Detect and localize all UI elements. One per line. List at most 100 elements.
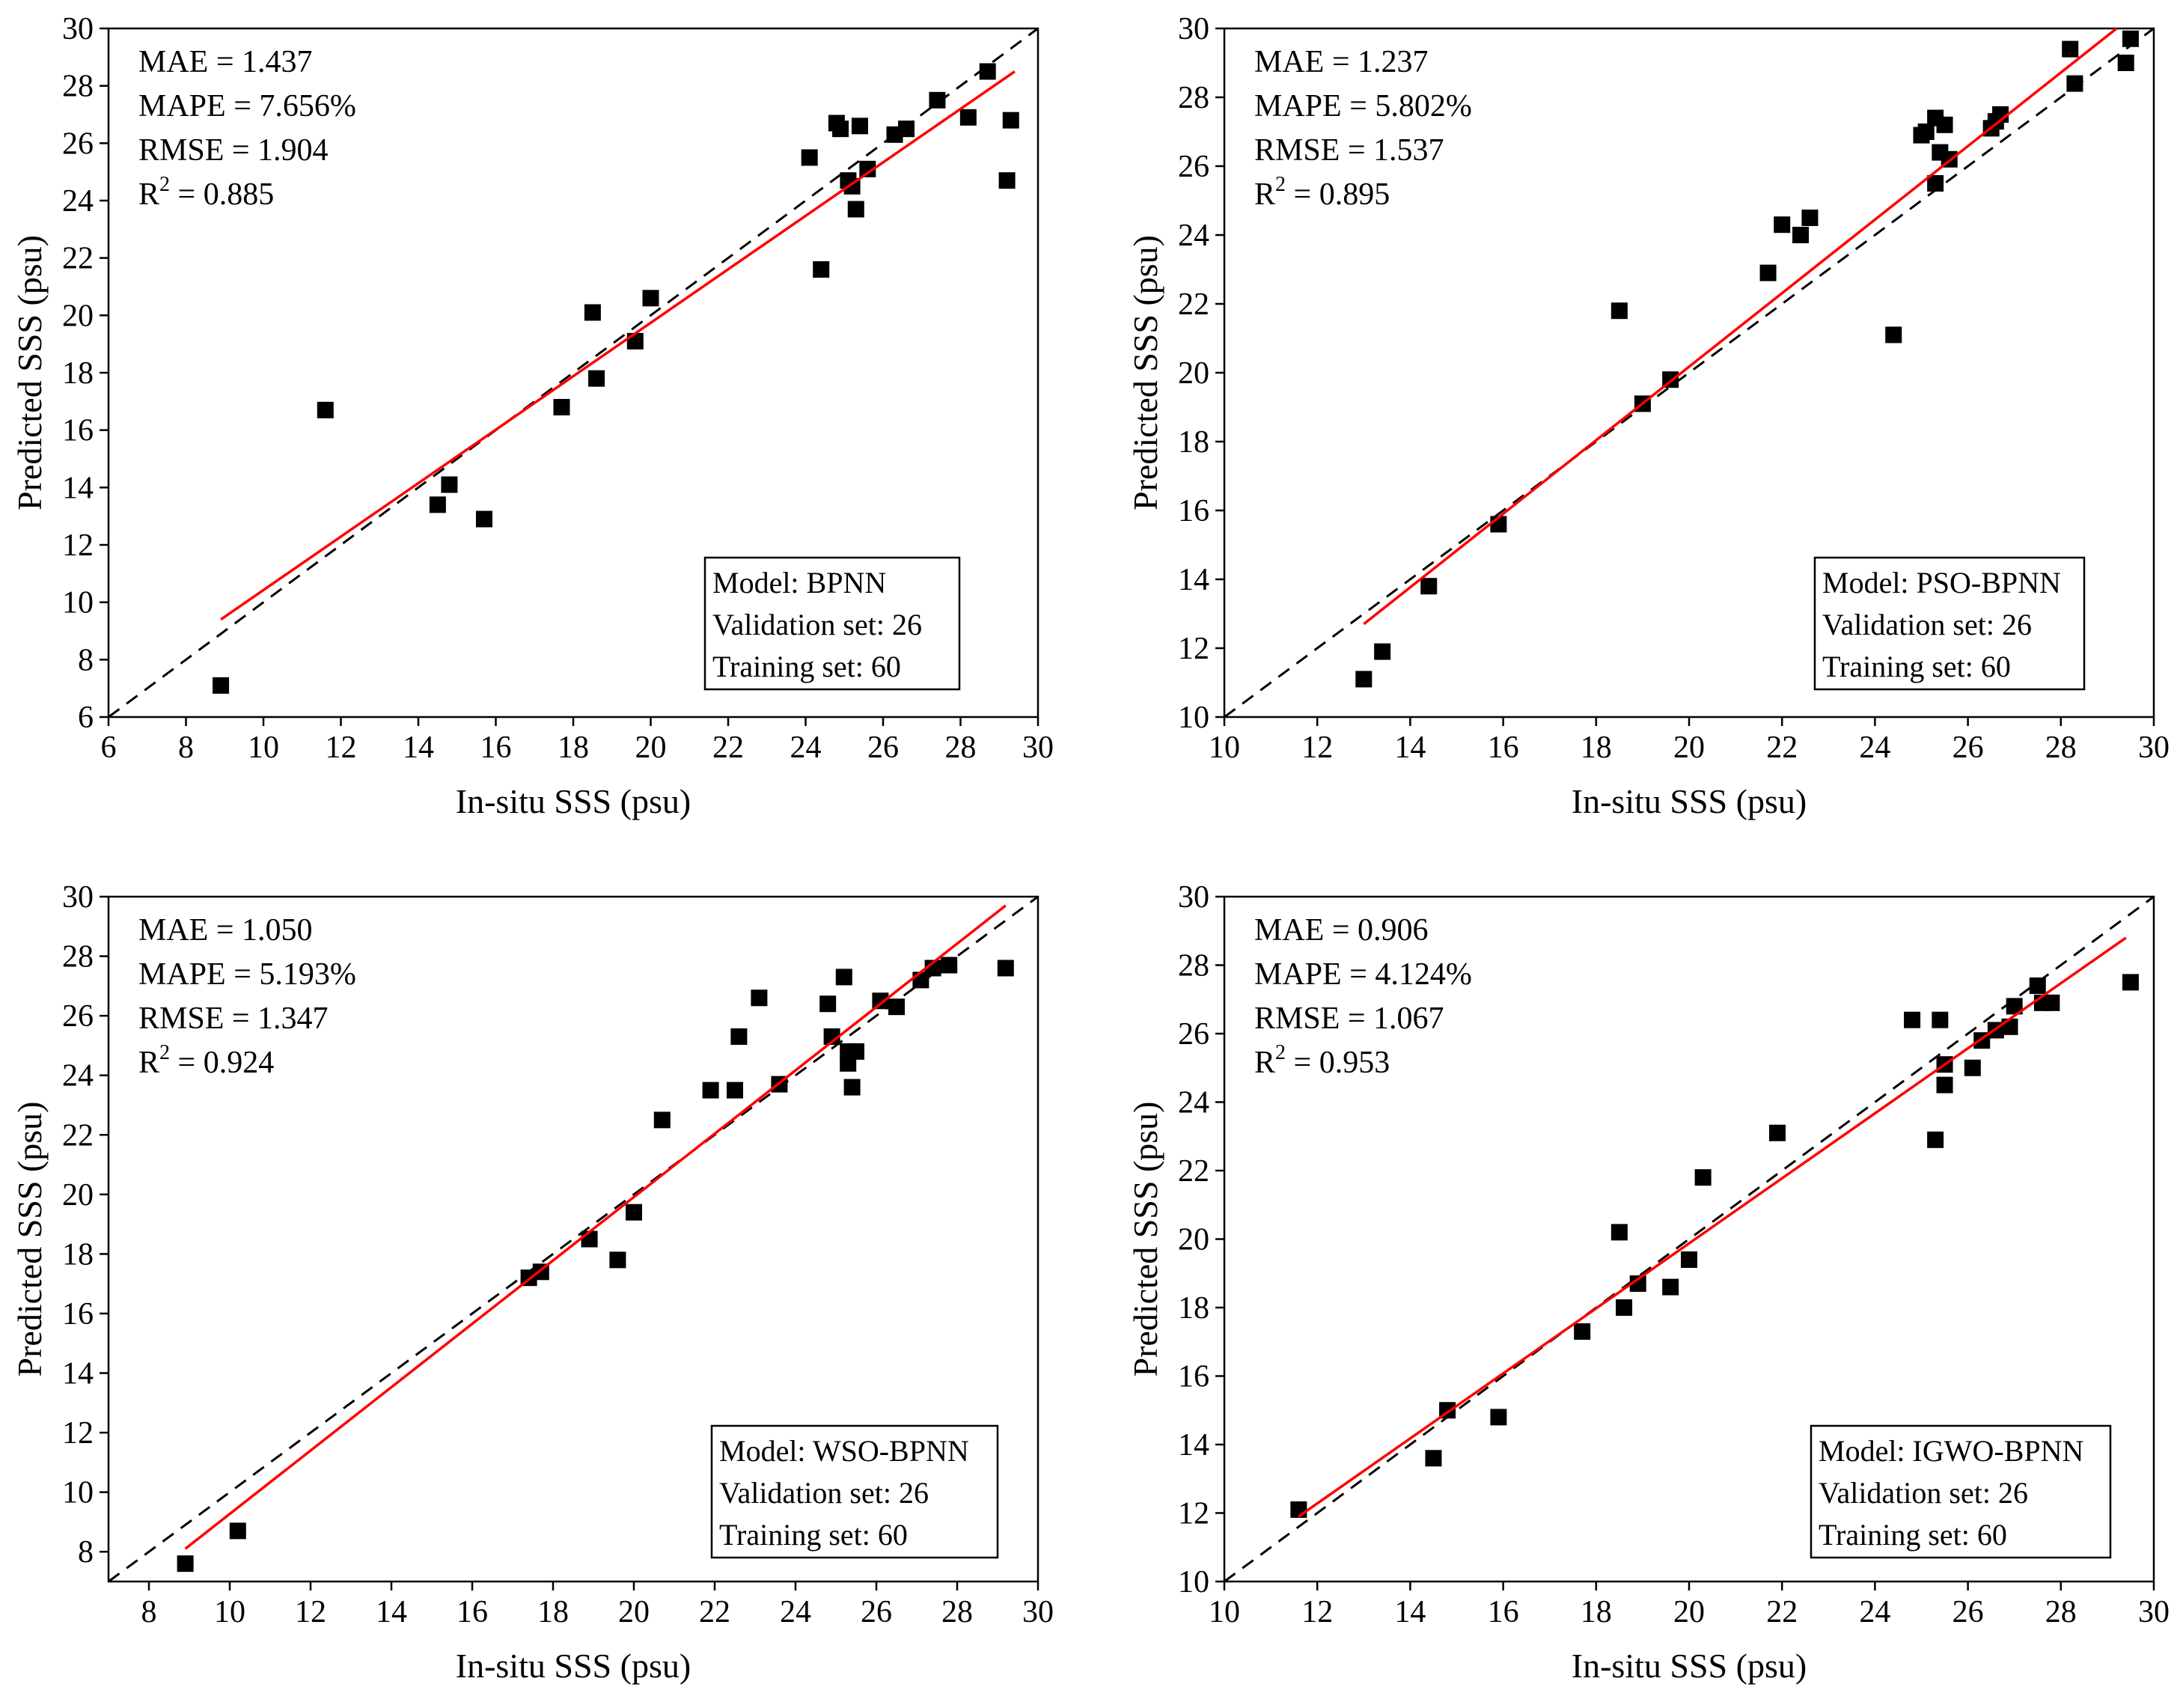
data-point: [1374, 643, 1391, 660]
x-tick-label: 18: [1581, 1595, 1612, 1629]
legend-validation: Validation set: 26: [1822, 608, 2032, 641]
data-point: [1662, 1278, 1679, 1296]
identity-line: [1224, 27, 2155, 719]
y-tick-label: 14: [1178, 1428, 1209, 1463]
stat-mae: MAE = 1.050: [138, 913, 313, 948]
data-point: [1927, 175, 1944, 192]
data-point: [801, 149, 818, 166]
y-tick-label: 12: [62, 528, 94, 563]
identity-line: [108, 895, 1039, 1583]
y-axis-title: Predicted SSS (psu): [10, 1102, 49, 1377]
data-point: [1425, 1450, 1442, 1467]
data-point: [1610, 1224, 1628, 1241]
x-tick-label: 8: [141, 1595, 157, 1629]
x-tick-label: 28: [941, 1595, 973, 1629]
legend-model: Model: WSO-BPNN: [719, 1434, 969, 1468]
legend-model: Model: IGWO-BPNN: [1819, 1434, 2083, 1468]
data-point: [2117, 55, 2134, 71]
x-tick-label: 14: [1394, 731, 1426, 765]
legend-validation: Validation set: 26: [719, 1476, 929, 1510]
data-point: [2006, 998, 2023, 1015]
x-tick-label: 28: [945, 731, 977, 765]
data-point: [1610, 302, 1628, 320]
y-tick-label: 30: [1178, 880, 1209, 915]
y-tick-label: 16: [62, 1297, 94, 1332]
y-tick-label: 22: [62, 242, 94, 276]
data-point: [475, 510, 492, 528]
data-point: [553, 399, 570, 415]
fit-line: [184, 904, 1007, 1550]
stat-r2-r2_value: = 0.924: [170, 1046, 274, 1080]
y-tick-label: 24: [1178, 219, 1209, 253]
data-point: [979, 63, 996, 80]
x-tick-label: 14: [1394, 1595, 1426, 1629]
legend-training: Training set: 60: [719, 1518, 908, 1552]
y-tick-label: 30: [1178, 12, 1209, 46]
legend-box: [710, 1424, 999, 1559]
y-tick-label: 20: [1178, 356, 1209, 391]
y-tick-label: 14: [1178, 563, 1209, 597]
panel-bpnn: 6 8 10 12 14 16 18 20 22 24 26 28 306810121416182022…: [10, 12, 1054, 820]
data-point: [702, 1082, 719, 1099]
data-point: [847, 201, 864, 218]
x-axis-title: In-situ SSS (psu): [456, 1647, 691, 1685]
data-point: [1885, 326, 1902, 344]
x-tick-label: 30: [1022, 1595, 1054, 1629]
y-tick-label: 18: [1178, 1291, 1209, 1326]
stat-mae: MAE = 1.237: [1254, 45, 1429, 79]
x-tick-label: 18: [537, 1595, 569, 1629]
data-point: [835, 969, 852, 986]
x-tick-label: 12: [1301, 1595, 1333, 1629]
x-tick-label: 20: [618, 1595, 650, 1629]
data-point: [584, 304, 601, 321]
y-tick-label: 14: [62, 1357, 94, 1391]
y-tick-label: 8: [78, 1535, 94, 1570]
data-point: [859, 160, 876, 177]
data-point: [813, 261, 830, 278]
x-tick-label: 24: [1859, 731, 1890, 765]
stat-rmse: RMSE = 1.067: [1254, 1001, 1444, 1036]
stat-r2-r2_sup: 2: [159, 1041, 170, 1064]
data-point: [626, 332, 644, 350]
legend-training: Training set: 60: [1819, 1518, 2007, 1552]
x-tick-label: 30: [2138, 1595, 2170, 1629]
data-point: [751, 989, 768, 1007]
data-point: [1801, 210, 1819, 226]
y-axis-title: Predicted SSS (psu): [1126, 235, 1164, 510]
y-tick-label: 22: [1178, 287, 1209, 322]
x-tick-label: 14: [376, 1595, 407, 1629]
x-tick-label: 18: [558, 731, 589, 765]
y-tick-label: 24: [62, 1059, 94, 1094]
stat-r2-r2_value: = 0.953: [1286, 1046, 1390, 1080]
stat-rmse: RMSE = 1.904: [138, 133, 329, 168]
x-tick-label: 16: [1488, 731, 1519, 765]
data-point: [1792, 227, 1810, 243]
x-tick-label: 14: [403, 731, 434, 765]
y-tick-label: 28: [1178, 81, 1209, 115]
data-point: [1694, 1169, 1712, 1186]
data-point: [1574, 1323, 1591, 1341]
stat-mae: MAE = 0.906: [1254, 913, 1429, 948]
data-point: [177, 1555, 194, 1573]
x-tick-label: 20: [635, 731, 667, 765]
data-point: [848, 1043, 864, 1060]
data-point: [642, 290, 659, 307]
stat-r2-r2_sup: 2: [1275, 173, 1286, 196]
data-point: [2062, 40, 2079, 58]
identity-line: [1224, 895, 2155, 1583]
data-point: [929, 91, 946, 109]
data-point: [626, 1204, 642, 1221]
panel-pso-bpnn: 10 12 14 16 18 20 22 24 26 28 30 10 12 14 16 18 20 22 24 26…: [1126, 12, 2170, 820]
stat-r2: R2 = 0.953: [1254, 1041, 1390, 1080]
stat-mape: MAPE = 7.656%: [138, 89, 356, 123]
fit-line: [1298, 936, 2127, 1518]
x-tick-label: 16: [457, 1595, 488, 1629]
x-tick-label: 22: [1766, 731, 1798, 765]
stat-rmse: RMSE = 1.347: [138, 1001, 329, 1036]
x-tick-label: 12: [295, 1595, 326, 1629]
stat-r2: R2 = 0.895: [1254, 173, 1390, 212]
plot-frame: [107, 895, 1039, 1583]
y-tick-label: 10: [62, 1476, 94, 1510]
data-point: [653, 1111, 671, 1129]
data-point: [1490, 1409, 1507, 1426]
